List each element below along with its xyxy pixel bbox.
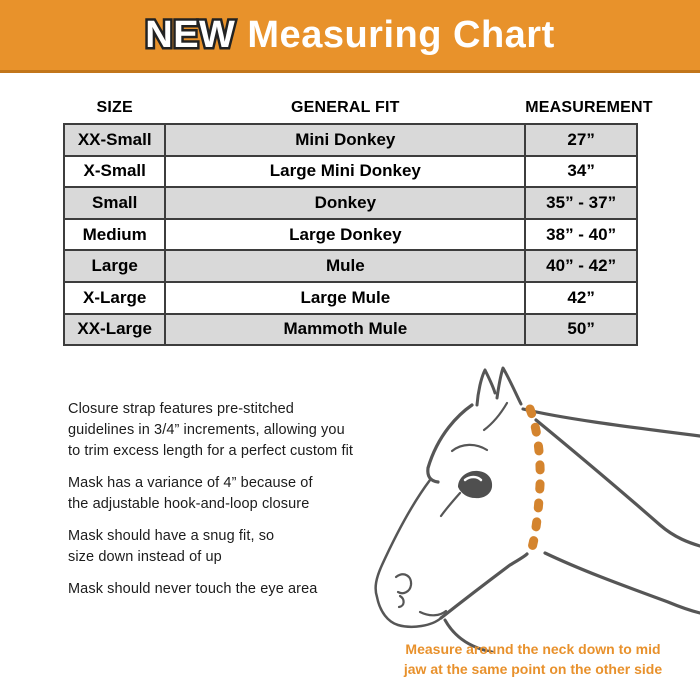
size-cell: Small [62, 186, 167, 220]
new-badge: NEW [143, 11, 238, 58]
size-chart-body: XX-Small Mini Donkey 27” X-Small Large Mini … [62, 123, 638, 347]
measurement-cell: 42” [524, 280, 638, 315]
column-header-general-fit: GENERAL FIT [291, 99, 400, 116]
size-row-medium: Medium Large Donkey 38” - 40” [62, 217, 638, 252]
column-header-measurement: MEASUREMENT [525, 99, 653, 116]
fit-cell: Mammoth Mule [164, 312, 527, 347]
fit-cell: Large Mini Donkey [164, 154, 527, 189]
fit-cell: Donkey [164, 186, 527, 220]
note-mask-variance: Mask has a variance of 4” because of the… [68, 475, 313, 512]
note-eye-area: Mask should never touch the eye area [68, 581, 318, 597]
fit-cell: Mini Donkey [164, 123, 527, 157]
size-row-large: Large Mule 40” - 42” [62, 249, 638, 283]
size-cell: X-Large [62, 280, 167, 315]
fit-notes: Closure strap features pre-stitched guid… [68, 399, 403, 611]
fit-cell: Large Donkey [164, 217, 527, 252]
note-closure-strap: Closure strap features pre-stitched guid… [68, 401, 354, 459]
size-row-x-small: X-Small Large Mini Donkey 34” [62, 154, 638, 189]
horse-eye-gleam [463, 475, 483, 482]
size-chart-table: SIZE GENERAL FIT MEASUREMENT XX-Small Min… [62, 99, 653, 347]
measurement-cell: 50” [524, 312, 638, 347]
size-cell: XX-Large [62, 312, 167, 347]
fit-cell: Mule [164, 249, 527, 283]
horse-eye [458, 470, 493, 499]
size-cell: Large [62, 249, 167, 283]
size-row-xx-small: XX-Small Mini Donkey 27” [62, 123, 638, 157]
page-title: NEW Measuring Chart [143, 11, 555, 58]
size-chart-header: SIZE GENERAL FIT MEASUREMENT [64, 99, 653, 124]
note-snug-fit: Mask should have a snug fit, so size dow… [68, 528, 275, 565]
measurement-cell: 40” - 42” [524, 249, 638, 283]
measurement-cell: 27” [524, 123, 638, 157]
size-row-xx-large: XX-Large Mammoth Mule 50” [62, 312, 638, 347]
size-cell: XX-Small [62, 123, 167, 157]
page-title-text: Measuring Chart [247, 13, 555, 56]
size-cell: X-Small [62, 154, 167, 189]
header-banner: NEW Measuring Chart [0, 0, 700, 73]
size-row-small: Small Donkey 35” - 37” [62, 186, 638, 220]
size-row-x-large: X-Large Large Mule 42” [62, 280, 638, 315]
fit-cell: Large Mule [164, 280, 527, 315]
horse-head-illustration [374, 366, 700, 652]
column-header-size: SIZE [96, 99, 133, 116]
measurement-cell: 35” - 37” [524, 186, 638, 220]
size-cell: Medium [62, 217, 167, 252]
measurement-cell: 34” [524, 154, 638, 189]
measure-caption: Measure around the neck down to mid jaw … [403, 641, 663, 677]
horse-outline-lines [374, 366, 700, 652]
measurement-cell: 38” - 40” [524, 217, 638, 252]
measuring-dashed-line [524, 404, 545, 562]
